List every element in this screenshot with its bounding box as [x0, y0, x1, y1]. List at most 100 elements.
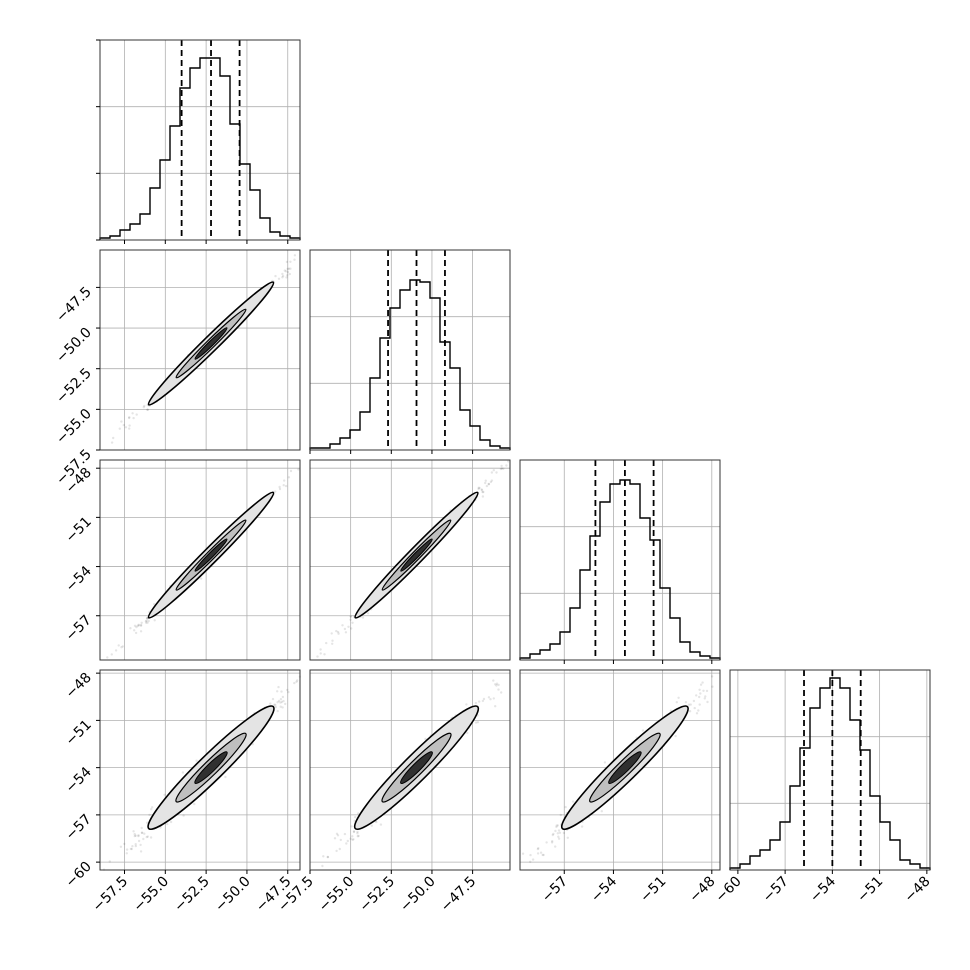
scatter-point	[153, 619, 156, 622]
scatter-point	[564, 805, 567, 809]
scatter-point	[675, 701, 678, 704]
scatter-point	[336, 834, 340, 837]
scatter-point	[128, 427, 131, 430]
scatter-point	[326, 855, 330, 859]
scatter-point	[137, 839, 141, 843]
scatter-point	[145, 619, 148, 622]
scatter-point	[146, 835, 149, 838]
scatter-point	[335, 629, 338, 633]
scatter-point	[487, 482, 490, 486]
scatter-point	[361, 616, 365, 619]
scatter-point	[200, 577, 203, 580]
scatter-point	[120, 646, 123, 649]
scatter-point	[529, 860, 532, 863]
scatter-point	[297, 468, 300, 471]
scatter-point	[281, 274, 285, 278]
scatter-point	[289, 260, 292, 263]
scatter-point	[322, 855, 325, 858]
scatter-point	[499, 467, 503, 471]
contour-layer	[147, 281, 689, 831]
scatter-point	[346, 839, 349, 843]
scatter-point	[108, 860, 112, 863]
scatter-point	[137, 834, 140, 837]
scatter-point	[711, 685, 714, 688]
scatter-point	[562, 831, 566, 835]
scatter-point	[277, 277, 281, 280]
scatter-point	[279, 701, 282, 704]
scatter-point	[127, 416, 131, 420]
scatter-point	[319, 648, 322, 651]
scatter-point	[129, 627, 132, 630]
scatter-point	[296, 679, 299, 682]
histogram-layer	[99, 40, 931, 870]
scatter-point	[295, 680, 298, 683]
scatter-point	[141, 831, 144, 834]
x-tick-label: −50.0	[212, 874, 254, 916]
scatter-point	[110, 653, 114, 656]
y-tick-label: −57	[63, 811, 95, 843]
scatter-point	[279, 698, 283, 701]
scatter-point	[492, 469, 495, 472]
scatter-point	[555, 825, 558, 829]
scatter-point	[277, 685, 280, 689]
scatter-point	[559, 813, 562, 817]
panel-grid-layer	[100, 40, 930, 870]
scatter-point	[566, 836, 569, 839]
scatter-point	[193, 802, 196, 806]
scatter-point	[286, 270, 290, 274]
scatter-point	[481, 699, 485, 703]
scatter-point	[687, 703, 691, 706]
scatter-point	[133, 834, 136, 838]
scatter-point	[148, 813, 151, 817]
x-tick-label: −52.5	[356, 874, 398, 916]
y-tick-label: −50.0	[53, 325, 95, 367]
scatter-point	[147, 619, 150, 623]
contour-inner	[400, 538, 433, 572]
scatter-point	[500, 467, 504, 470]
scatter-point	[490, 471, 494, 474]
scatter-point	[163, 793, 166, 796]
scatter-point	[286, 688, 289, 692]
scatter-point	[349, 615, 352, 618]
scatter-point	[537, 847, 540, 850]
scatter-point	[131, 412, 134, 415]
scatter-point	[497, 683, 500, 687]
x-tick-label: −48	[901, 874, 933, 906]
scatter-point	[280, 700, 283, 704]
scatter-point	[114, 649, 118, 652]
contour-inner	[400, 751, 433, 784]
scatter-point	[481, 490, 484, 494]
scatter-point	[495, 471, 498, 474]
panel-frame	[519, 669, 721, 871]
scatter-point	[554, 829, 557, 833]
scatter-point	[121, 645, 125, 648]
scatter-point	[284, 702, 287, 706]
scatter-point	[269, 702, 272, 705]
scatter-point	[146, 617, 149, 620]
scatter-point	[139, 623, 143, 627]
scatter-point	[370, 824, 373, 827]
scatter-point	[641, 729, 645, 732]
scatter-point	[339, 838, 342, 842]
scatter-point	[143, 832, 146, 835]
scatter-point	[288, 272, 291, 276]
scatter-point	[283, 269, 286, 272]
contour-inner	[194, 751, 228, 784]
scatter-point	[316, 655, 319, 658]
scatter-point	[277, 699, 281, 703]
scatter-point	[284, 270, 288, 273]
scatter-point	[500, 691, 503, 694]
scatter-point	[702, 689, 705, 692]
scatter-point	[507, 460, 510, 463]
scatter-point	[276, 709, 279, 713]
scatter-point	[695, 712, 699, 715]
x-tick-label: −60	[712, 874, 744, 906]
scatter-point	[338, 847, 341, 851]
scatter-point	[140, 826, 143, 830]
scatter-point	[182, 814, 185, 817]
scatter-point	[333, 837, 337, 840]
panel-frame	[729, 669, 931, 871]
scatter-point	[145, 821, 149, 824]
scatter-point	[695, 694, 698, 697]
scatter-point	[274, 490, 277, 493]
